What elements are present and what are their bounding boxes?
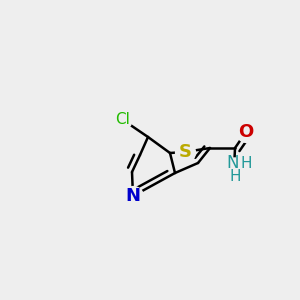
Text: O: O <box>238 123 253 141</box>
Text: S: S <box>178 143 191 161</box>
Text: H: H <box>230 169 241 184</box>
Text: N: N <box>125 187 140 205</box>
Text: H: H <box>240 156 252 171</box>
Text: N: N <box>226 154 239 172</box>
Text: Cl: Cl <box>116 112 130 128</box>
